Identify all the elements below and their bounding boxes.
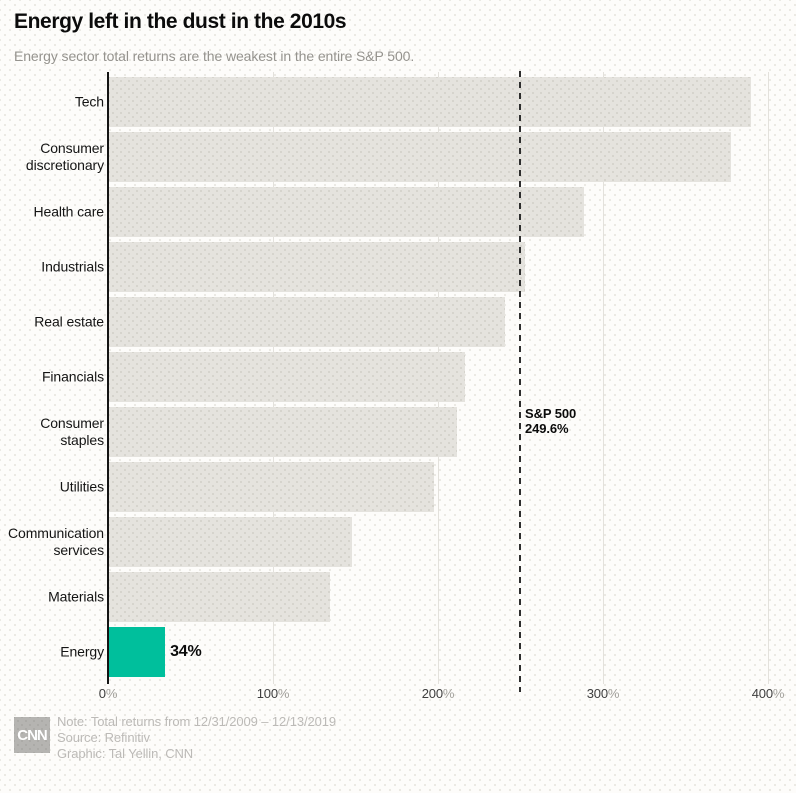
category-label: Communication services	[8, 525, 104, 558]
bar-row: Tech	[0, 77, 796, 127]
bar	[109, 352, 466, 402]
bar-row: Industrials	[0, 242, 796, 292]
x-tick-label: 200%	[421, 686, 455, 701]
sp500-annotation-label: S&P 500	[525, 406, 577, 421]
category-label: Consumer staples	[40, 415, 104, 448]
chart-subtitle: Energy sector total returns are the weak…	[14, 48, 415, 64]
bar-row: Communication services	[0, 517, 796, 567]
gridline	[768, 72, 769, 684]
bar	[109, 572, 331, 622]
bar	[109, 627, 166, 677]
category-label: Tech	[74, 93, 104, 110]
bar	[109, 77, 751, 127]
bar-row: Real estate	[0, 297, 796, 347]
x-tick-label: 300%	[586, 686, 620, 701]
bar-row: Utilities	[0, 462, 796, 512]
category-label: Industrials	[41, 258, 104, 275]
bar	[109, 407, 458, 457]
footer-source: Source: Refinitiv	[57, 730, 150, 745]
bar	[109, 297, 505, 347]
bar	[109, 132, 731, 182]
category-label: Materials	[48, 588, 104, 605]
x-tick-label: 0%	[98, 686, 118, 701]
x-tick-label: 100%	[256, 686, 290, 701]
bar-row: Materials	[0, 572, 796, 622]
cnn-logo: CNN	[14, 717, 50, 753]
x-axis-ticks: 0% 100% 200% 300% 400%	[0, 686, 796, 704]
bar-chart: Tech Consumer discretionary Health care Ind…	[0, 71, 796, 706]
bar-row: Consumer staples	[0, 407, 796, 457]
bar-row: Financials	[0, 352, 796, 402]
category-label: Financials	[41, 368, 104, 385]
bar	[109, 462, 434, 512]
footer-credits: Note: Total returns from 12/31/2009 – 12…	[57, 714, 336, 762]
sp500-reference-line	[519, 71, 521, 692]
y-axis-line	[107, 72, 109, 684]
footer-graphic: Graphic: Tal Yellin, CNN	[57, 746, 194, 761]
bar	[109, 517, 352, 567]
category-label: Real estate	[34, 313, 104, 330]
bar-row: Health care	[0, 187, 796, 237]
bar-row: Consumer discretionary	[0, 132, 796, 182]
sp500-annotation-value: 249.6%	[525, 421, 569, 436]
gridline	[603, 72, 604, 684]
category-label: Consumer discretionary	[25, 140, 104, 173]
footer-note: Note: Total returns from 12/31/2009 – 12…	[57, 714, 336, 729]
footer: CNN Note: Total returns from 12/31/2009 …	[0, 710, 796, 770]
category-label: Utilities	[59, 478, 104, 495]
category-label: Energy	[60, 643, 104, 660]
category-label: Health care	[33, 203, 105, 220]
bar-row: Energy 34%	[0, 627, 796, 677]
chart-title: Energy left in the dust in the 2010s	[14, 10, 347, 33]
x-tick-label: 400%	[751, 686, 785, 701]
bar	[109, 242, 525, 292]
sp500-annotation: S&P 500 249.6%	[525, 406, 576, 436]
bar-value-label: 34%	[170, 643, 202, 660]
bar	[109, 187, 585, 237]
